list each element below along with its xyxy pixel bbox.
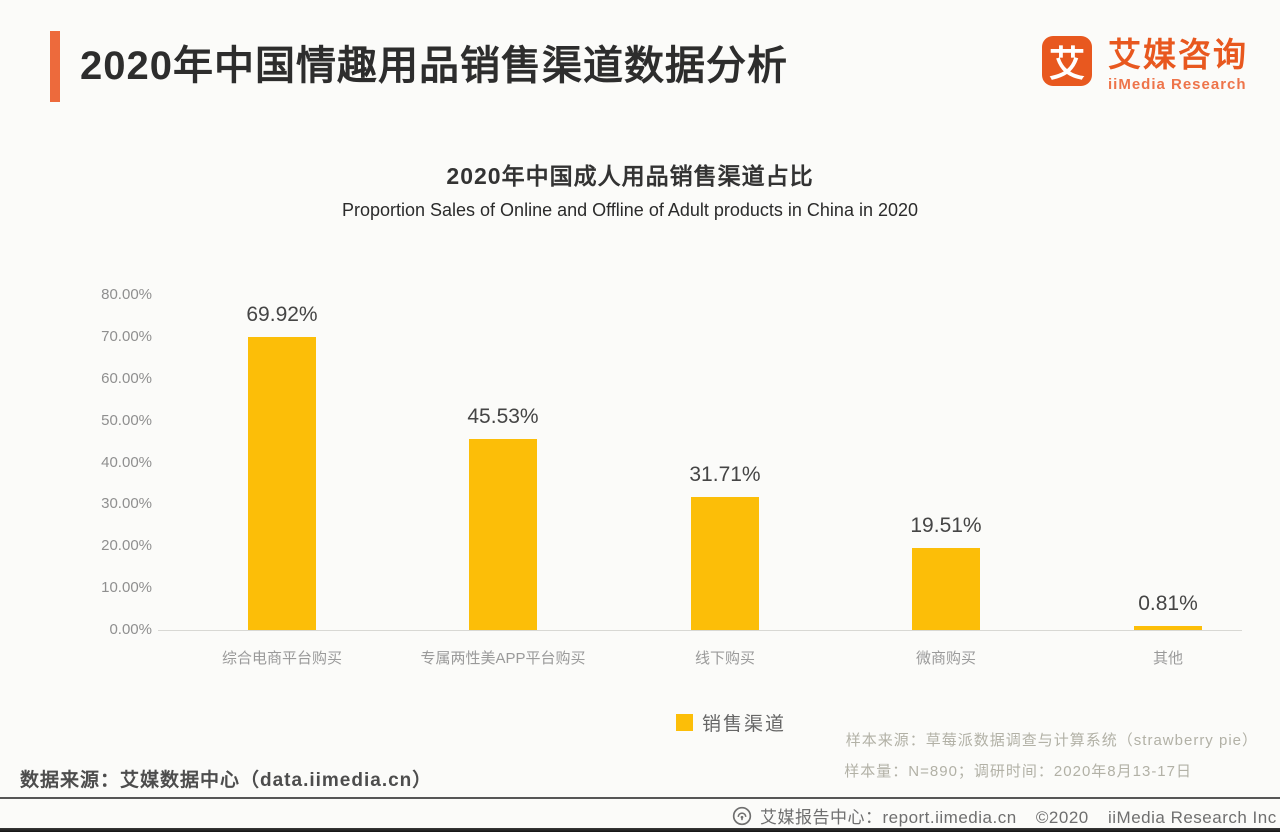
logo-name-cn: 艾媒咨询 — [1108, 36, 1248, 73]
footer-copyright: ©2020 — [1035, 808, 1089, 827]
y-tick-label: 10.00% — [101, 579, 152, 597]
x-category-label: 线下购买 — [694, 650, 755, 667]
x-category-label: 专属两性美APP平台购买 — [420, 650, 586, 667]
x-category-label: 微商购买 — [915, 650, 976, 667]
bar — [248, 337, 316, 630]
footer-company: iiMedia Research Inc — [1108, 808, 1277, 827]
title-accent-bar — [50, 31, 60, 102]
y-tick-label: 80.00% — [101, 286, 152, 303]
bar-value-label: 31.71% — [689, 463, 761, 486]
bar — [1134, 626, 1202, 630]
sample-info-note: 样本量：N=890；调研时间：2020年8月13-17日 — [844, 763, 1192, 780]
iimedia-logo-icon: 艾 — [1042, 36, 1092, 86]
y-tick-label: 50.00% — [101, 411, 152, 429]
bar-value-label: 0.81% — [1138, 592, 1198, 615]
x-axis-line — [158, 630, 1242, 631]
chart-legend: 销售渠道 — [676, 709, 786, 736]
logo-name-en: iiMedia Research — [1108, 76, 1247, 93]
y-tick-label: 20.00% — [101, 537, 152, 555]
sample-source-note: 样本来源：草莓派数据调查与计算系统（strawberry pie） — [845, 732, 1258, 749]
bar-value-label: 69.92% — [246, 303, 318, 326]
report-center-icon — [732, 806, 752, 825]
x-category-label: 其他 — [1152, 650, 1183, 667]
iimedia-logo: 艾 艾媒咨询 iiMedia Research — [1042, 36, 1248, 93]
chart-title: 2020年中国成人用品销售渠道占比 — [446, 163, 814, 189]
footer-divider — [0, 797, 1280, 799]
data-source-note: 数据来源：艾媒数据中心（data.iimedia.cn） — [20, 770, 433, 791]
footer-text: 艾媒报告中心：report.iimedia.cn ©2020 iiMedia R… — [760, 803, 1277, 828]
y-tick-label: 70.00% — [101, 327, 152, 345]
footer-report-center: 艾媒报告中心：report.iimedia.cn — [760, 808, 1017, 827]
bar — [912, 548, 980, 630]
bar-value-label: 45.53% — [467, 405, 539, 428]
legend-color-swatch — [676, 714, 693, 731]
x-category-label: 综合电商平台购买 — [221, 650, 342, 667]
bar — [469, 439, 537, 630]
y-tick-label: 40.00% — [101, 453, 152, 471]
screenshot-bottom-edge — [0, 828, 1280, 832]
footer-bar: 艾媒报告中心：report.iimedia.cn ©2020 iiMedia R… — [732, 803, 1277, 828]
y-tick-label: 0.00% — [109, 621, 152, 638]
chart-subtitle: Proportion Sales of Online and Offline o… — [341, 200, 919, 220]
page-title: 2020年中国情趣用品销售渠道数据分析 — [80, 44, 788, 88]
y-tick-label: 60.00% — [101, 369, 152, 387]
bar — [691, 497, 759, 630]
y-tick-label: 30.00% — [101, 495, 152, 513]
legend-label: 销售渠道 — [702, 714, 787, 735]
bar-value-label: 19.51% — [910, 514, 982, 537]
